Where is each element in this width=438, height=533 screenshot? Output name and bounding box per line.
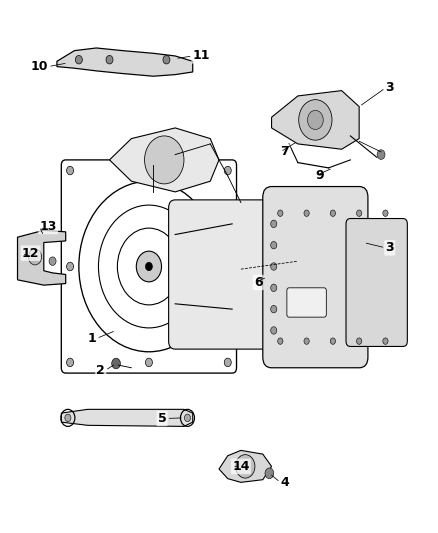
Circle shape: [49, 257, 56, 265]
Text: 11: 11: [193, 50, 210, 62]
Text: 6: 6: [254, 276, 263, 289]
Circle shape: [383, 210, 388, 216]
FancyBboxPatch shape: [169, 200, 287, 349]
Polygon shape: [110, 128, 219, 192]
Circle shape: [377, 150, 385, 159]
Text: 1: 1: [88, 332, 96, 345]
Text: 9: 9: [315, 169, 324, 182]
Circle shape: [330, 210, 336, 216]
Circle shape: [304, 338, 309, 344]
Circle shape: [307, 110, 323, 130]
Circle shape: [28, 249, 42, 265]
Text: 13: 13: [39, 220, 57, 233]
Circle shape: [67, 166, 74, 175]
Circle shape: [145, 136, 184, 184]
Circle shape: [112, 358, 120, 369]
Circle shape: [278, 210, 283, 216]
Text: 4: 4: [280, 476, 289, 489]
FancyBboxPatch shape: [287, 288, 326, 317]
Circle shape: [271, 263, 277, 270]
Circle shape: [224, 166, 231, 175]
Circle shape: [265, 468, 274, 479]
Polygon shape: [61, 409, 193, 426]
Circle shape: [271, 327, 277, 334]
Circle shape: [136, 251, 162, 282]
Circle shape: [304, 210, 309, 216]
Circle shape: [299, 100, 332, 140]
Circle shape: [75, 55, 82, 64]
Text: 10: 10: [31, 60, 48, 73]
Polygon shape: [57, 48, 193, 76]
Text: 14: 14: [232, 460, 250, 473]
Circle shape: [330, 338, 336, 344]
Circle shape: [271, 241, 277, 249]
Circle shape: [357, 210, 362, 216]
Circle shape: [224, 358, 231, 367]
Circle shape: [271, 220, 277, 228]
Circle shape: [106, 55, 113, 64]
Circle shape: [383, 338, 388, 344]
Text: 7: 7: [280, 146, 289, 158]
Circle shape: [145, 262, 152, 271]
Text: 5: 5: [158, 412, 166, 425]
Polygon shape: [272, 91, 359, 149]
FancyBboxPatch shape: [263, 187, 368, 368]
Circle shape: [357, 338, 362, 344]
Circle shape: [145, 358, 152, 367]
FancyBboxPatch shape: [346, 219, 407, 346]
Circle shape: [65, 414, 71, 422]
Circle shape: [278, 338, 283, 344]
Circle shape: [271, 305, 277, 313]
Circle shape: [67, 358, 74, 367]
Circle shape: [236, 455, 255, 478]
Text: 12: 12: [22, 247, 39, 260]
Circle shape: [67, 262, 74, 271]
Circle shape: [271, 284, 277, 292]
Polygon shape: [219, 450, 272, 482]
Circle shape: [163, 55, 170, 64]
Text: 3: 3: [385, 82, 394, 94]
Circle shape: [184, 414, 191, 422]
Circle shape: [145, 166, 152, 175]
Polygon shape: [18, 230, 66, 285]
Text: 2: 2: [96, 364, 105, 377]
Text: 3: 3: [385, 241, 394, 254]
